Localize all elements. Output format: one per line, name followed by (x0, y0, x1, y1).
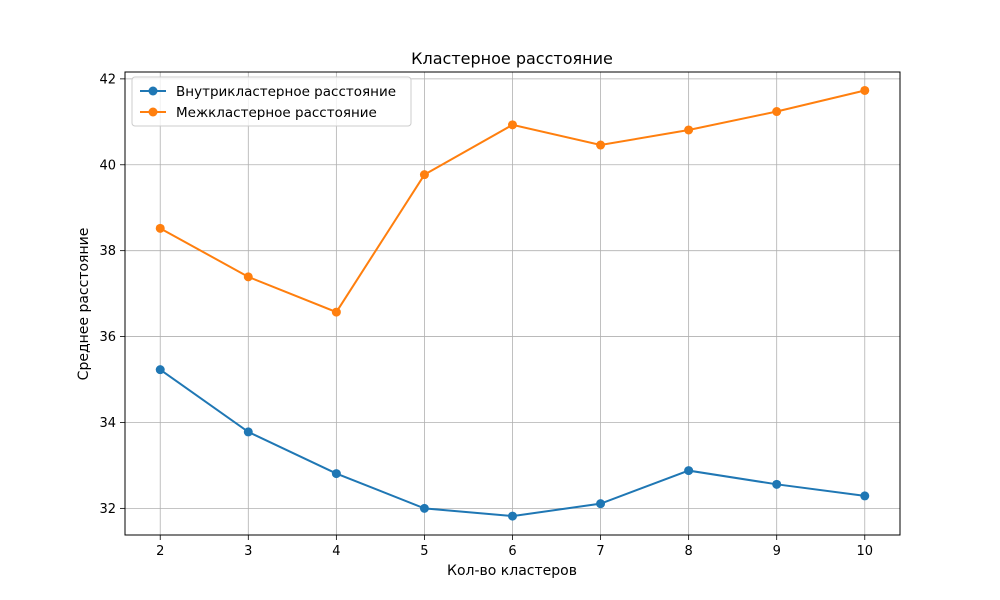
data-point-inter (331, 307, 341, 317)
x-tick-label: 7 (596, 544, 604, 559)
data-point-intra (508, 511, 517, 521)
data-point-inter (155, 223, 165, 233)
data-point-intra (419, 503, 429, 513)
y-axis-label: Среднее расстояние (76, 228, 92, 381)
x-tick-label: 6 (508, 544, 516, 559)
data-point-inter (419, 170, 429, 180)
y-tick-label: 36 (99, 330, 116, 345)
y-axis-ticks: 32 34 36 38 40 42 (99, 72, 125, 517)
series-layer (155, 85, 870, 521)
data-point-inter (243, 272, 253, 282)
legend-label-inter: Межкластерное расстояние (176, 105, 377, 121)
data-point-intra (596, 499, 606, 509)
legend: Внутрикластерное расстояние Межкластерно… (131, 76, 412, 127)
data-point-intra (155, 365, 165, 375)
x-tick-label: 8 (684, 544, 692, 559)
data-point-inter (684, 125, 694, 135)
x-tick-label: 9 (773, 544, 781, 559)
data-point-inter (508, 120, 517, 130)
x-tick-label: 5 (420, 544, 428, 559)
y-tick-label: 40 (99, 158, 116, 173)
legend-box (131, 76, 412, 127)
data-point-intra (331, 469, 341, 479)
data-point-intra (860, 491, 870, 501)
data-point-inter (772, 107, 782, 117)
y-tick-label: 34 (99, 416, 116, 431)
legend-marker-intra (148, 86, 158, 96)
data-point-inter (596, 140, 606, 150)
y-tick-label: 32 (99, 502, 116, 517)
x-tick-label: 10 (856, 544, 873, 559)
y-tick-label: 42 (99, 72, 116, 87)
data-point-intra (243, 427, 253, 437)
chart-title: Кластерное расстояние (411, 49, 613, 68)
legend-marker-inter (148, 107, 158, 117)
y-tick-label: 38 (99, 244, 116, 259)
legend-label-intra: Внутрикластерное расстояние (176, 84, 396, 100)
x-tick-label: 4 (332, 544, 340, 559)
grid (125, 72, 900, 535)
data-point-intra (772, 479, 782, 489)
x-tick-label: 2 (156, 544, 164, 559)
x-axis-label: Кол-во кластеров (447, 563, 577, 579)
x-axis-ticks: 2 3 4 5 6 7 8 9 10 (156, 535, 873, 559)
x-tick-label: 3 (244, 544, 252, 559)
data-point-inter (860, 85, 870, 95)
data-point-intra (684, 466, 694, 476)
